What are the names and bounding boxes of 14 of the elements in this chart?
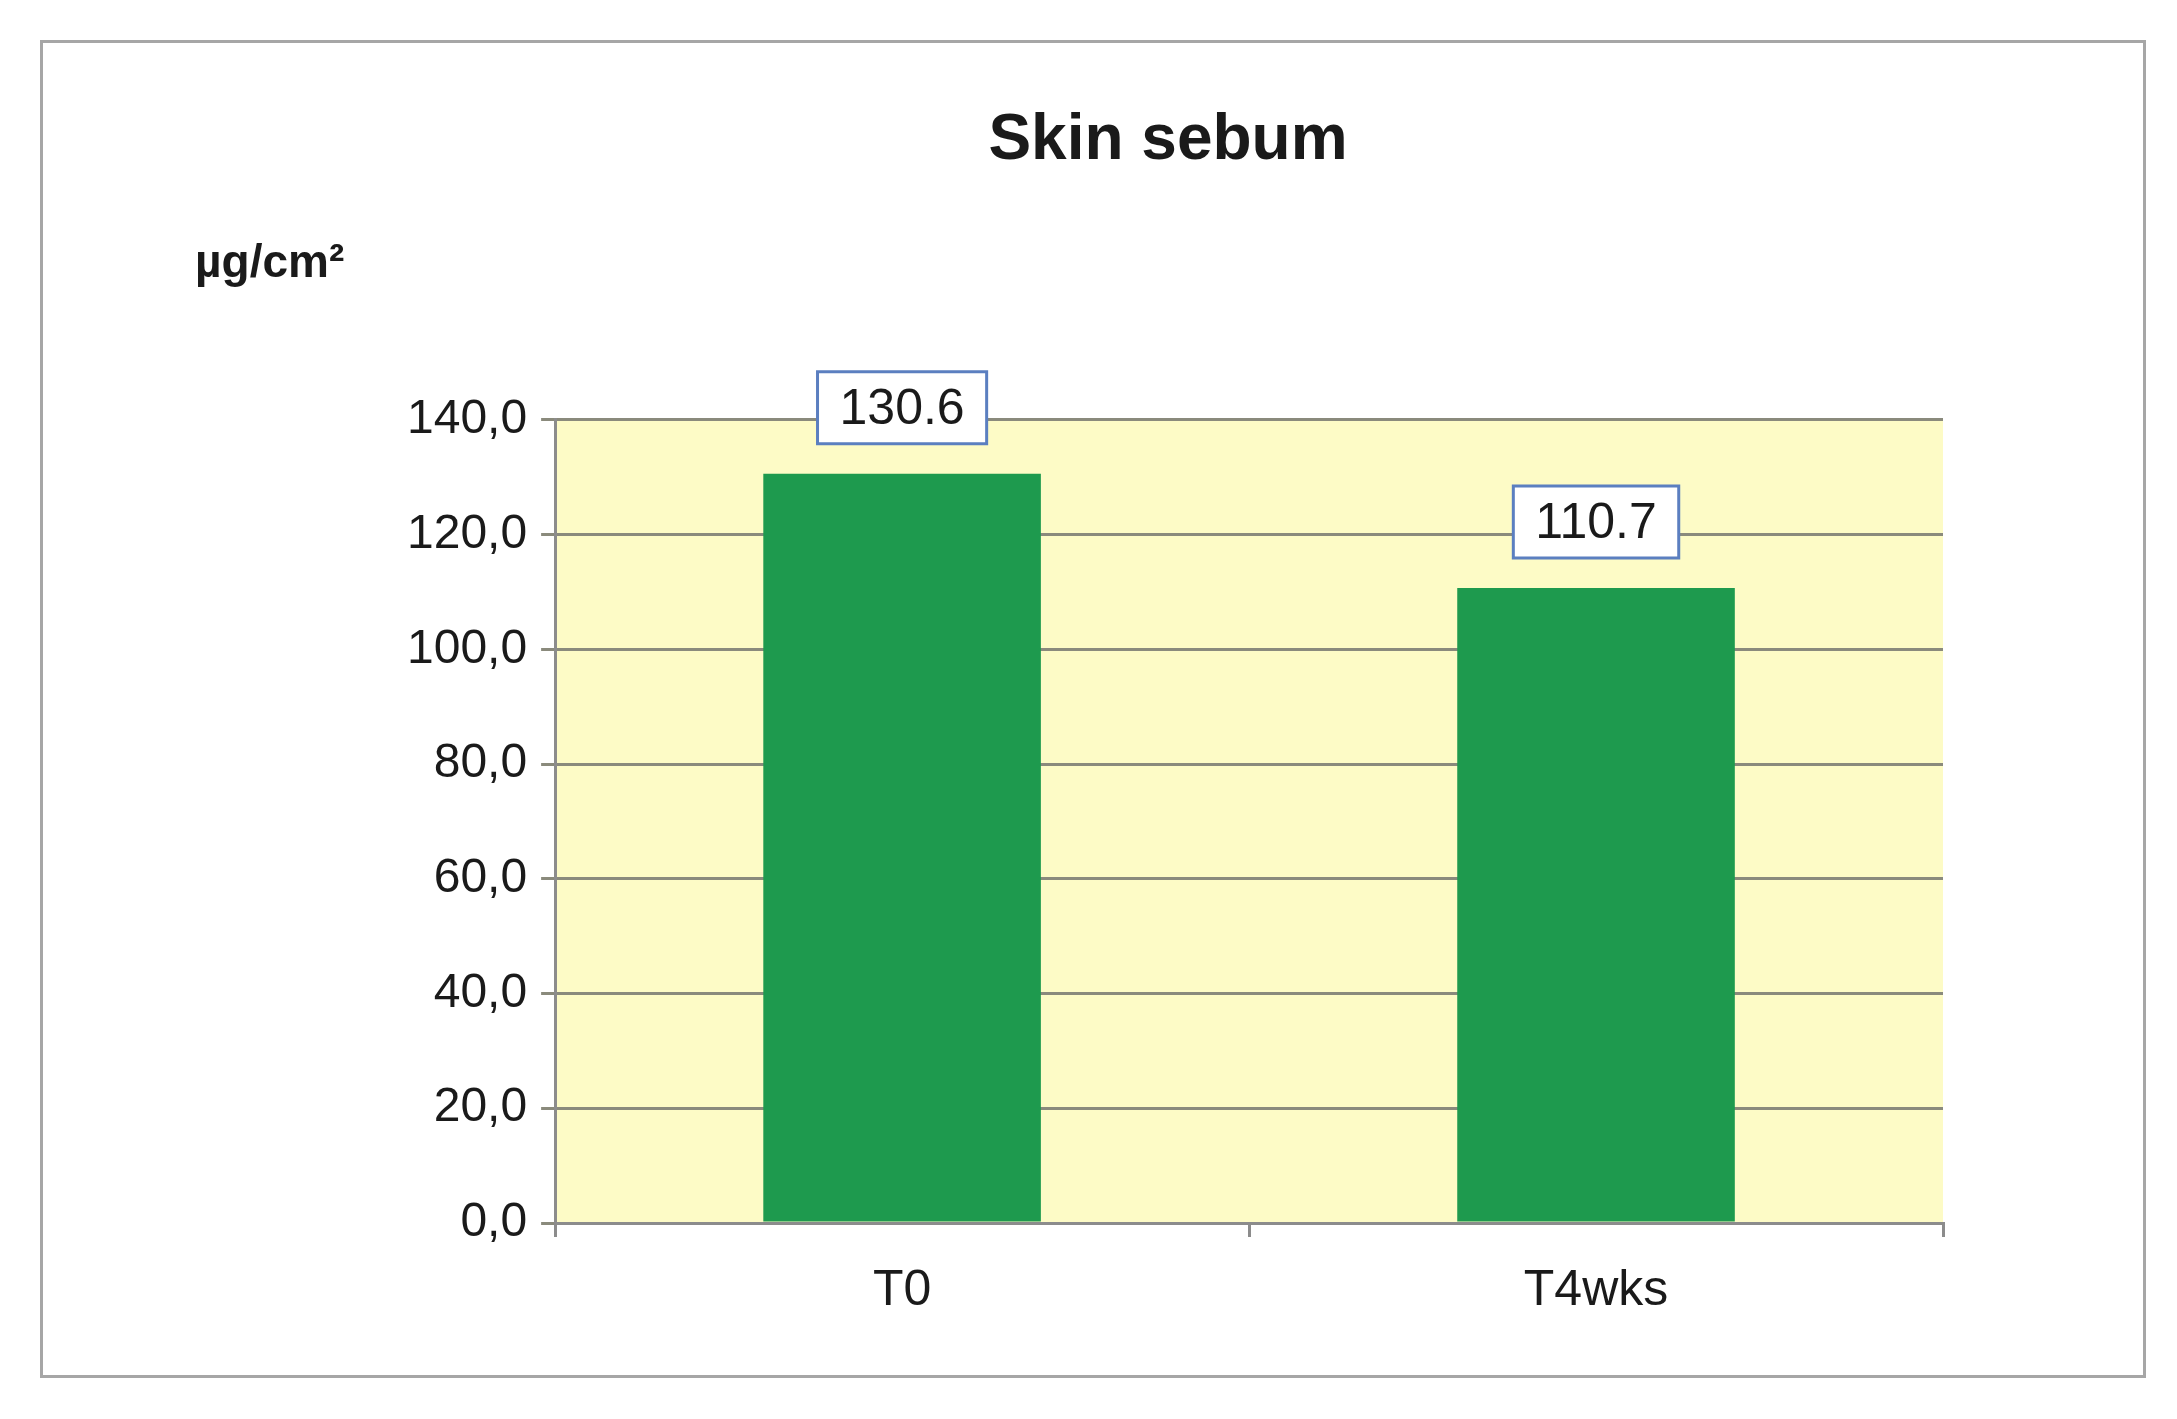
y-tick-label: 0,0 bbox=[460, 1193, 528, 1247]
y-tick-label: 20,0 bbox=[433, 1078, 528, 1132]
x-tick-label: T0 bbox=[872, 1259, 932, 1316]
y-tick-label: 140,0 bbox=[406, 390, 528, 444]
x-tick-label: T4wks bbox=[1523, 1259, 1669, 1316]
y-tick-label: 120,0 bbox=[406, 504, 528, 558]
y-tick-label: 80,0 bbox=[433, 734, 528, 788]
y-tick-label: 60,0 bbox=[433, 849, 528, 903]
y-tick-label: 40,0 bbox=[433, 963, 528, 1017]
data-label: 110.7 bbox=[1535, 492, 1657, 549]
y-axis-title: µg/cm² bbox=[195, 235, 345, 288]
chart-title: Skin sebum bbox=[988, 101, 1348, 174]
data-label: 130.6 bbox=[839, 378, 965, 435]
y-tick-label: 100,0 bbox=[406, 619, 528, 673]
